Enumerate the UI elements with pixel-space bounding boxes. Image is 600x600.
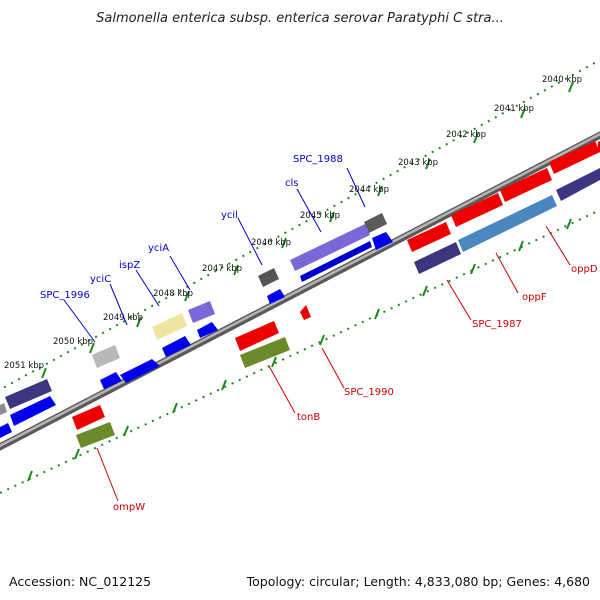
gene-label[interactable]: yciA [148,243,169,254]
reverse-label-text: oppD oppF SPC_1987 SPC_1990 tonB ompW [113,264,598,513]
forward-labels [63,167,366,343]
kbp-label: 2049 kbp [103,313,143,323]
reverse-gene-arrow[interactable] [500,168,552,202]
forward-gene-arrow[interactable] [162,336,191,357]
kbp-label: 2046 kbp [251,238,291,248]
kbp-label: 2041 kbp [494,104,534,114]
reverse-gene-box[interactable] [556,168,600,201]
reverse-gene-arrow[interactable] [451,193,503,227]
gene-label[interactable]: SPC_1990 [344,387,394,398]
forward-gene-box[interactable] [188,301,215,323]
lower-ruler [0,209,600,494]
forward-gene-box[interactable] [0,403,7,415]
gene-label[interactable]: ycil [221,210,238,221]
gene-label[interactable]: ispZ [119,260,140,271]
forward-gene-box[interactable] [258,268,279,287]
kbp-label: 2044 kbp [349,185,389,195]
forward-gene-box[interactable] [152,313,187,340]
gene-label[interactable]: tonB [297,412,320,423]
forward-gene-box[interactable] [290,224,370,271]
gene-label[interactable]: cls [285,178,299,189]
kbp-label: 2050 kbp [53,337,93,347]
kbp-label: 2040 kbp [542,75,582,85]
upper-ruler-ticks [41,81,574,379]
reverse-gene-box[interactable] [458,195,557,252]
forward-gene-arrow[interactable] [0,423,12,438]
reverse-leader-lines [96,225,571,502]
forward-features [0,213,393,438]
forward-gene-box[interactable] [92,345,120,368]
forward-gene-arrow[interactable] [267,289,285,304]
gene-label[interactable]: ompW [113,502,145,513]
gene-label[interactable]: SPC_1988 [293,154,343,165]
gene-label[interactable]: oppF [522,292,547,303]
reverse-gene-arrow[interactable] [72,405,105,430]
forward-label-text: SPC_1988 cls ycil yciA ispZ yciC SPC_199… [40,154,343,301]
forward-gene-arrow[interactable] [372,232,393,250]
kbp-labels: 2040 kbp 2041 kbp 2042 kbp 2043 kbp 2044… [4,75,582,371]
gene-label[interactable]: oppD [571,264,598,275]
forward-gene-arrow[interactable] [120,359,160,383]
forward-gene-arrow[interactable] [197,322,218,338]
reverse-gene-arrow[interactable] [407,222,451,252]
kbp-label: 2047 kbp [202,264,242,274]
gene-label[interactable]: SPC_1987 [472,319,522,330]
forward-gene-box[interactable] [5,379,52,409]
gene-label[interactable]: yciC [90,274,111,285]
genome-summary-text: Topology: circular; Length: 4,833,080 bp… [246,574,590,589]
reverse-gene-box[interactable] [240,337,290,368]
kbp-label: 2048 kbp [153,289,193,299]
kbp-label: 2045 kbp [300,211,340,221]
map-title: Salmonella enterica subsp. enterica sero… [96,11,504,26]
reverse-gene-arrow[interactable] [300,305,311,320]
forward-gene-box[interactable] [364,213,387,233]
kbp-label: 2042 kbp [446,130,486,140]
genome-backbone [0,131,600,451]
gene-label[interactable]: SPC_1996 [40,290,90,301]
kbp-label: 2043 kbp [398,158,438,168]
reverse-gene-arrow[interactable] [235,321,279,351]
lower-ruler-ticks [27,218,572,482]
kbp-label: 2051 kbp [4,361,44,371]
forward-gene-arrow[interactable] [10,396,56,426]
forward-gene-arrow[interactable] [300,241,372,282]
forward-gene-arrow[interactable] [100,372,122,389]
reverse-gene-box[interactable] [414,242,461,274]
reverse-gene-arrow[interactable] [549,141,600,174]
reverse-gene-box[interactable] [76,422,115,448]
accession-text: Accession: NC_012125 [9,574,151,589]
reverse-features [72,141,600,448]
